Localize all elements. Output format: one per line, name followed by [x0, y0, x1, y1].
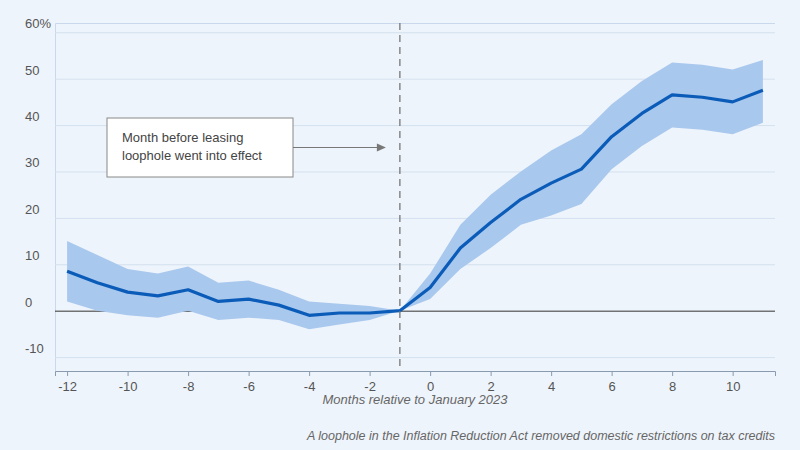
- annotation-text: Month before leasing loophole went into e…: [122, 130, 262, 163]
- x-axis: -12 -10 -8 -6 -4 -2 0 2 4 6 8 10: [56, 371, 776, 394]
- x-tick-mark: [491, 371, 492, 376]
- x-tick-mark: [309, 371, 310, 376]
- x-tick: 4: [548, 371, 555, 394]
- x-tick-label: -6: [243, 379, 255, 394]
- x-tick-mark: [188, 371, 189, 376]
- grid-line: [55, 32, 775, 33]
- y-axis-line: [56, 24, 776, 372]
- plot: -10 0 10 20 30 40 50 60% -12 -10 -8 -6 -4 -2 0 2 4 6 8 10 Mo…: [25, 16, 776, 394]
- x-tick-mark: [370, 371, 371, 376]
- confidence-band: [67, 60, 763, 329]
- x-tick: 2: [488, 371, 495, 394]
- x-tick: -6: [243, 371, 255, 394]
- y-tick-label: 20: [25, 202, 39, 217]
- x-tick-label: 6: [609, 379, 616, 394]
- x-tick: 10: [726, 371, 740, 394]
- x-tick: -8: [183, 371, 195, 394]
- x-tick-label: 4: [548, 379, 555, 394]
- x-tick-mark: [551, 371, 552, 376]
- y-tick-label: -10: [25, 341, 44, 356]
- x-tick: 6: [609, 371, 616, 394]
- grid-line: [55, 218, 775, 219]
- x-tick-label: -8: [183, 379, 195, 394]
- annotation-line: Month before leasing: [122, 130, 243, 145]
- x-axis-line: [56, 372, 776, 377]
- chart: -10 0 10 20 30 40 50 60% -12 -10 -8 -6 -4 -2 0 2 4 6 8 10 Mo…: [0, 0, 800, 450]
- y-axis: -10 0 10 20 30 40 50 60%: [25, 16, 775, 371]
- x-tick-mark: [249, 371, 250, 376]
- x-axis-title: Months relative to January 2023: [323, 392, 509, 407]
- x-tick-mark: [67, 371, 68, 376]
- x-tick-mark: [733, 371, 734, 376]
- y-tick-label: 40: [25, 109, 39, 124]
- x-tick: 8: [669, 371, 676, 394]
- marks: [67, 23, 763, 371]
- annotation-line: loophole went into effect: [122, 148, 262, 163]
- line: [67, 90, 763, 315]
- grid-line: [55, 357, 775, 358]
- x-tick-label: 8: [669, 379, 676, 394]
- x-tick-label: -10: [119, 379, 138, 394]
- x-tick-mark: [672, 371, 673, 376]
- x-tick-mark: [430, 371, 431, 376]
- caption: A loophole in the Inflation Reduction Ac…: [306, 429, 775, 443]
- y-tick-label: 30: [25, 155, 39, 170]
- x-tick: -4: [304, 371, 316, 394]
- x-tick: 0: [427, 371, 434, 394]
- x-tick-label: 10: [726, 379, 740, 394]
- x-tick-label: -12: [58, 379, 77, 394]
- x-tick: -2: [364, 371, 376, 394]
- event-line: [399, 23, 400, 371]
- annotation-arrow: [293, 147, 380, 148]
- grid-line: [55, 264, 775, 265]
- x-tick: -12: [58, 371, 77, 394]
- y-tick-label: 60%: [25, 16, 51, 31]
- x-tick-mark: [128, 371, 129, 376]
- background: [0, 0, 800, 450]
- annotation-box: [107, 118, 293, 177]
- x-tick-mark: [612, 371, 613, 376]
- annotation: Month before leasing loophole went into e…: [107, 118, 386, 177]
- x-tick: -10: [119, 371, 138, 394]
- x-tick-label: -4: [304, 379, 316, 394]
- y-tick-label: 0: [25, 295, 32, 310]
- y-tick-label: 50: [25, 63, 39, 78]
- annotation-arrowhead: [377, 144, 386, 152]
- y-tick-label: 10: [25, 248, 39, 263]
